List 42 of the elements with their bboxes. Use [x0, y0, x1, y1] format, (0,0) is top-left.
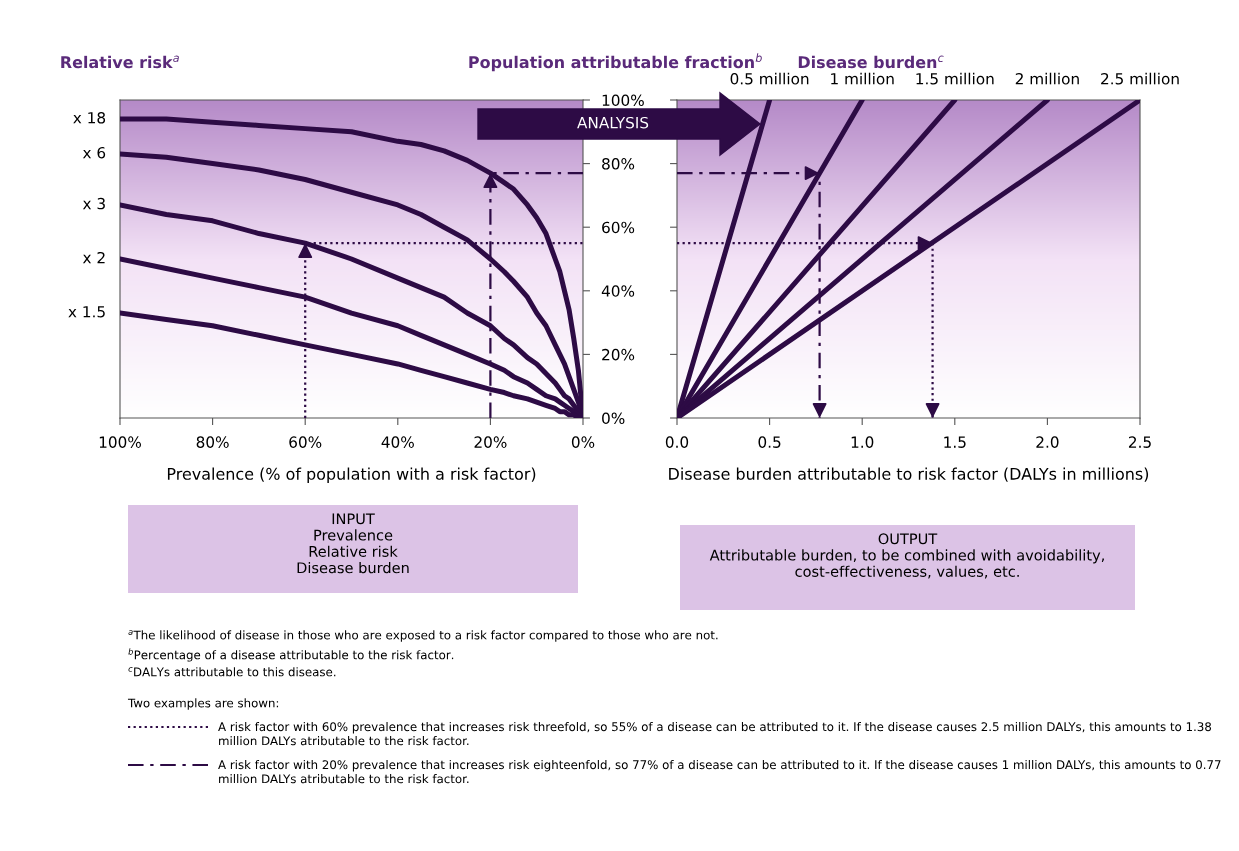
series-label: 1.5 million [916, 72, 994, 85]
x-tick-label: 40% [381, 436, 414, 448]
x-tick-label: 0.5 [758, 436, 781, 448]
series-label: x 18 [73, 111, 106, 124]
text: Two examples are shown: [127, 698, 279, 710]
series-label: 2 million [1015, 72, 1079, 85]
y-axis-title: Population attributable fraction$^{b}$ [469, 53, 762, 72]
text: A risk factor with 60% prevalence that increases risk threefold, so 55% of a disease can be attributed to it. If the disease causes 2.5 million DALYs, this amounts to 1.38 million DALYs atributable to the risk factor. [218, 722, 1212, 746]
x-tick-label: 2.5 [1128, 436, 1151, 448]
series-label: 2.5 million [1101, 72, 1179, 85]
text: $^{a}$The likelihood of disease in those who are exposed to a risk factor compared to those who are not. [128, 630, 718, 642]
text: INPUT Prevalence Relative risk Disease burden [297, 513, 409, 574]
series-label: x 3 [82, 197, 105, 210]
series-label: x 2 [82, 251, 105, 264]
x-tick-label: 1.5 [944, 436, 966, 448]
series-label: x 6 [82, 146, 106, 159]
text: $^{c}$DALYs attributable to this disease. [128, 667, 336, 677]
x-tick-label: 60% [289, 436, 322, 448]
x-axis-title: Disease burden attributable to risk factor (DALYs in millions) [669, 467, 1149, 482]
y-tick-label: 0% [602, 412, 625, 425]
x-tick-label: 2.0 [1036, 436, 1059, 448]
text: $^{b}$Percentage of a disease attributable to the risk factor. [128, 648, 454, 662]
y-tick-label: 60% [602, 221, 635, 234]
text: OUTPUT Attributable burden, to be combined with avoidability, cost-effectiveness, values, etc. [709, 533, 1104, 579]
y-tick-label: 40% [601, 285, 635, 297]
x-tick-label: 80% [196, 436, 229, 448]
text: A risk factor with 20% prevalence that increases risk eighteenfold, so 77% of a disease can be attributed to it. If the disease causes 1 million DALYs, this amounts to 0.77 million DALYs atributable to the risk factor. [218, 760, 1221, 784]
chart-title: Disease burden$^{c}$ [798, 55, 944, 69]
y-tick-label: 100% [602, 94, 644, 107]
x-tick-label: 0.0 [665, 436, 689, 448]
series-label: 0.5 million [730, 72, 809, 85]
x-tick-label: 100% [99, 436, 141, 448]
series-label: x 1.5 [68, 306, 105, 318]
x-tick-label: 1.0 [851, 436, 874, 448]
y-tick-label: 80% [602, 158, 635, 170]
annotation: ANALYSIS [577, 116, 649, 129]
x-tick-label: 20% [474, 436, 507, 448]
series-label: 1 million [831, 72, 894, 85]
x-axis-title: Prevalence (% of population with a risk factor) [167, 467, 536, 483]
chart-title: Relative risk$^{a}$ [61, 55, 179, 69]
y-tick-label: 20% [602, 348, 635, 361]
x-tick-label: 0% [571, 436, 595, 448]
